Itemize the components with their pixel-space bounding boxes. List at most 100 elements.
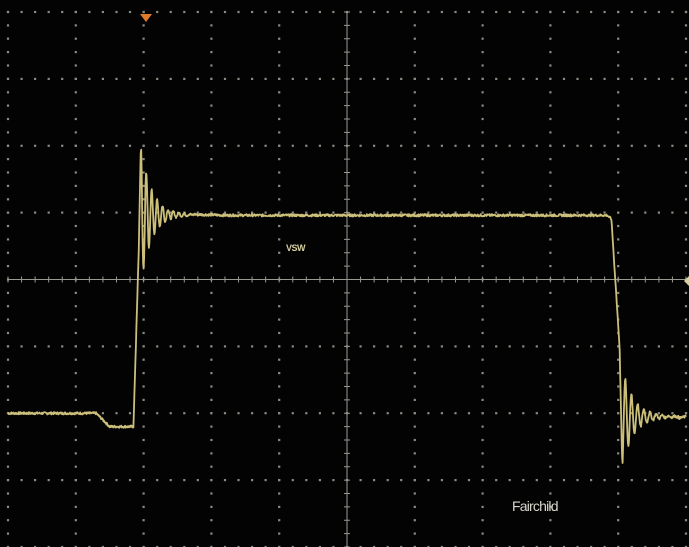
grid-dot [6,37,10,40]
grid-dot [522,345,525,348]
grid-dot [549,372,552,375]
grid-dot [481,372,484,375]
grid-dot [115,144,118,147]
grid-dot [210,398,213,401]
grid-dot [223,345,227,348]
grid-dot [251,144,254,147]
grid-dot [413,91,416,94]
grid-dot [413,24,416,27]
grid-dot [210,144,213,147]
grid-dot [237,10,240,14]
grid-dot [481,318,484,321]
grid-dot [278,438,281,442]
grid-dot [278,545,281,547]
grid-dot [549,77,552,80]
grid-dot [74,398,77,401]
grid-dot [549,331,552,335]
grid-dot [142,452,145,455]
grid-dot [34,479,37,482]
grid-dot [617,505,620,508]
grid-dot [278,505,281,508]
grid-dot [630,10,633,14]
grid-dot [684,51,688,54]
grid-dot [359,211,362,214]
grid-dot [156,211,159,214]
grid-dot [291,412,294,415]
grid-dot [481,238,484,241]
grid-dot [535,345,538,348]
grid-dot [467,479,471,482]
grid-dot [183,345,186,348]
grid-dot [278,238,281,241]
grid-dot [400,412,403,415]
grid-dot [278,412,281,415]
grid-dot [6,64,10,67]
grid-dot [183,144,186,147]
grid-dot [223,77,227,80]
grid-dot [549,398,552,401]
grid-dot [169,144,172,147]
grid-dot [549,305,552,308]
grid-dot [549,51,552,54]
grid-dot [386,545,389,547]
grid-dot [6,104,10,107]
grid-dot [549,345,552,348]
grid-dot [74,171,77,174]
grid-dot [440,10,443,14]
grid-dot [630,545,633,547]
grid-dot [74,265,77,268]
grid-dot [413,171,416,174]
grid-dot [318,345,321,348]
grid-dot [210,251,213,254]
grid-dot [74,372,77,375]
grid-dot [413,505,416,508]
grid-dot [278,479,281,482]
grid-dot [196,345,199,348]
grid-dot [183,77,186,80]
grid-dot [603,211,606,214]
grid-dot [6,331,10,335]
grid-dot [278,10,281,14]
grid-dot [549,198,552,201]
grid-dot [495,479,498,482]
grid-dot [34,545,37,547]
grid-dot [454,345,457,348]
grid-dot [156,77,159,80]
grid-dot [413,144,416,147]
grid-dot [400,10,403,14]
grid-dot [142,438,145,442]
level-marker-icon [684,276,689,286]
grid-dot [6,398,10,401]
grid-dot [481,265,484,268]
grid-dot [74,104,77,107]
grid-dot [74,331,77,335]
grid-dot [47,211,50,214]
grid-dot [210,91,213,94]
grid-dot [61,10,64,14]
grid-dot [576,479,579,482]
grid-dot [522,144,525,147]
grid-dot [617,479,620,482]
grid-dot [291,345,294,348]
grid-dot [6,77,10,80]
grid-dot [617,291,620,294]
grid-dot [413,438,416,442]
grid-dot [251,211,254,214]
grid-dot [603,412,606,415]
grid-dot [359,412,362,415]
grid-dot [413,345,416,348]
grid-dot [47,479,50,482]
grid-dot [440,77,443,80]
grid-dot [74,305,77,308]
grid-dot [427,479,430,482]
grid-dot [115,545,118,547]
grid-dot [617,452,620,455]
grid-dot [210,331,213,335]
grid-dot [74,77,77,80]
grid-dot [142,519,145,522]
grid-dot [535,479,538,482]
grid-dot [169,10,172,14]
grid-dot [481,519,484,522]
grid-dot [386,479,389,482]
